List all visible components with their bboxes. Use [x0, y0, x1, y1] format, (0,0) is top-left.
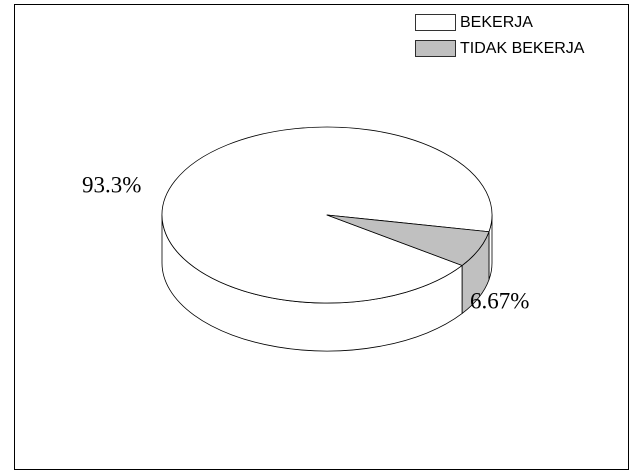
pie-slice [326, 214, 490, 266]
data-label: 93.3% [82, 172, 141, 197]
legend-label: BEKERJA [460, 14, 533, 31]
legend-swatch [415, 40, 456, 57]
legend-swatch [415, 14, 456, 31]
data-label: 6.67% [470, 288, 529, 313]
legend-label: TIDAK BEKERJA [460, 40, 585, 57]
